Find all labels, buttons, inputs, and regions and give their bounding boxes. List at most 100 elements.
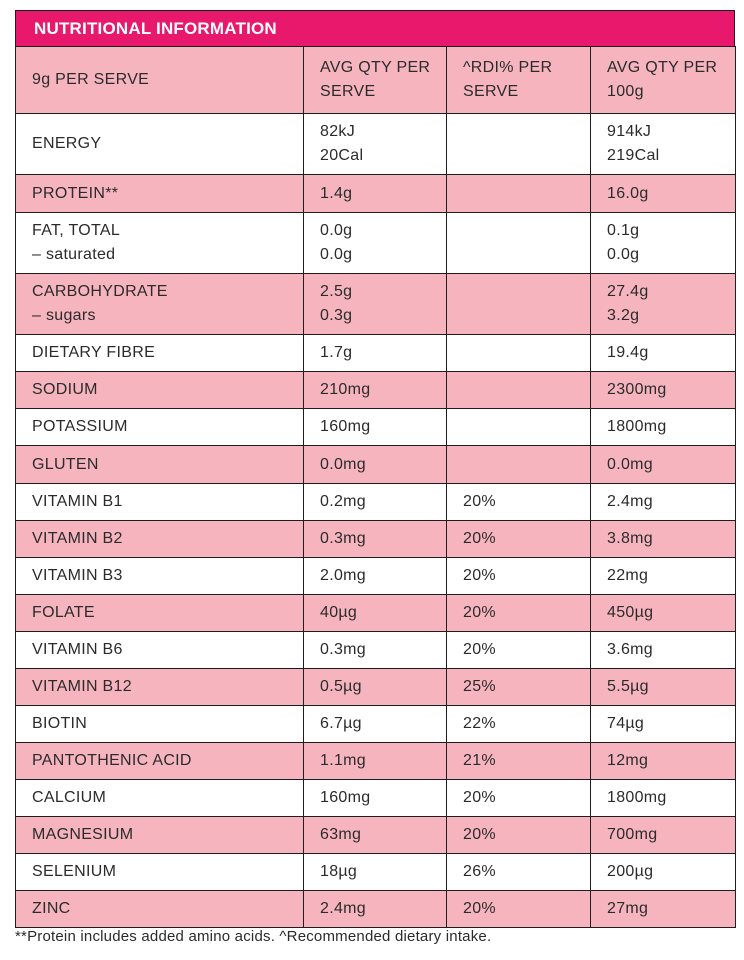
per-serve-line1: 1.1mg <box>320 752 366 769</box>
nutrient-name-line1: ZINC <box>32 900 71 917</box>
per-serve-line2: 20Cal <box>320 147 364 164</box>
nutrient-name-cell: POTASSIUM <box>15 408 304 446</box>
rdi-cell <box>446 113 591 175</box>
rdi-line1: 25% <box>463 678 496 695</box>
nutrient-name-cell: VITAMIN B1 <box>15 483 304 521</box>
per-100g-cell: 3.6mg <box>590 631 736 669</box>
header-avg-serve: AVG QTY PER SERVE <box>303 46 447 114</box>
nutrient-name-line1: FAT, TOTAL <box>32 222 121 239</box>
table-row: PROTEIN** 1.4g 16.0g <box>15 174 736 213</box>
rdi-cell: 20% <box>446 890 591 928</box>
rdi-line1: 20% <box>463 530 496 547</box>
per-serve-cell: 160mg <box>303 779 447 817</box>
table-row: VITAMIN B12 0.5µg 25% 5.5µg <box>15 668 736 706</box>
nutrient-name-line1: VITAMIN B2 <box>32 530 123 547</box>
header-rdi: ^RDI% PER SERVE <box>446 46 591 114</box>
per-100g-cell: 5.5µg <box>590 668 736 706</box>
rdi-cell <box>446 273 591 335</box>
per-100g-line1: 16.0g <box>607 184 649 202</box>
nutrient-name-line1: SELENIUM <box>32 863 117 880</box>
rdi-cell: 20% <box>446 779 591 817</box>
per-serve-line1: 82kJ <box>320 123 355 140</box>
per-serve-cell: 40µg <box>303 594 447 632</box>
rdi-cell: 22% <box>446 705 591 743</box>
rdi-line1: 20% <box>463 641 496 658</box>
nutrient-name-cell: ZINC <box>15 890 304 928</box>
per-100g-line2: 0.0g <box>607 246 640 263</box>
per-100g-cell: 2300mg <box>590 371 736 409</box>
per-100g-line1: 3.8mg <box>607 530 653 547</box>
nutrient-name-cell: CALCIUM <box>15 779 304 817</box>
rdi-cell: 20% <box>446 557 591 595</box>
table-row: FOLATE 40µg 20% 450µg <box>15 594 736 632</box>
per-serve-line1: 6.7µg <box>320 715 362 732</box>
table-row: CARBOHYDRATE – sugars 2.5g 0.3g 27.4g 3.2g <box>15 273 736 335</box>
rdi-cell: 25% <box>446 668 591 706</box>
table-row: VITAMIN B6 0.3mg 20% 3.6mg <box>15 631 736 669</box>
per-serve-line1: 0.2mg <box>320 493 366 510</box>
nutrient-name-line1: ENERGY <box>32 135 102 152</box>
per-100g-cell: 914kJ 219Cal <box>590 113 736 175</box>
nutrient-name-line1: FOLATE <box>32 604 95 621</box>
table-row: CALCIUM 160mg 20% 1800mg <box>15 779 736 817</box>
per-serve-line1: 0.0mg <box>320 455 366 473</box>
per-100g-cell: 0.0mg <box>590 445 736 484</box>
nutrient-name-cell: GLUTEN <box>15 445 304 484</box>
per-serve-cell: 2.0mg <box>303 557 447 595</box>
per-serve-cell: 1.1mg <box>303 742 447 780</box>
nutrient-name-line1: CALCIUM <box>32 789 107 806</box>
per-100g-line1: 0.1g <box>607 222 640 239</box>
per-serve-line1: 63mg <box>320 826 362 843</box>
per-serve-line1: 40µg <box>320 604 358 621</box>
per-serve-cell: 2.4mg <box>303 890 447 928</box>
rdi-cell: 20% <box>446 816 591 854</box>
nutrient-name-cell: PROTEIN** <box>15 174 304 213</box>
nutrient-name-cell: PANTOTHENIC ACID <box>15 742 304 780</box>
rdi-cell: 21% <box>446 742 591 780</box>
rdi-line1: 20% <box>463 567 496 584</box>
nutrient-name-cell: VITAMIN B2 <box>15 520 304 558</box>
per-100g-cell: 12mg <box>590 742 736 780</box>
per-100g-line1: 2.4mg <box>607 493 653 510</box>
per-serve-cell: 160mg <box>303 408 447 446</box>
per-serve-line1: 0.0g <box>320 222 353 239</box>
per-serve-line1: 210mg <box>320 381 371 398</box>
nutrient-name-cell: CARBOHYDRATE – sugars <box>15 273 304 335</box>
nutrient-name-line1: GLUTEN <box>32 455 99 473</box>
nutrient-name-cell: DIETARY FIBRE <box>15 334 304 372</box>
nutrient-name-cell: VITAMIN B12 <box>15 668 304 706</box>
table-row: SELENIUM 18µg 26% 200µg <box>15 853 736 891</box>
nutrient-name-line1: BIOTIN <box>32 715 88 732</box>
nutrient-name-cell: ENERGY <box>15 113 304 175</box>
per-serve-cell: 0.0g 0.0g <box>303 212 447 274</box>
nutrient-name-line1: SODIUM <box>32 381 98 398</box>
per-serve-line1: 1.7g <box>320 344 353 361</box>
table-row: VITAMIN B2 0.3mg 20% 3.8mg <box>15 520 736 558</box>
nutrient-name-cell: FOLATE <box>15 594 304 632</box>
nutrient-name-line1: VITAMIN B3 <box>32 567 123 584</box>
per-100g-line1: 1800mg <box>607 418 667 435</box>
per-serve-line2: 0.0g <box>320 246 353 263</box>
nutrient-name-cell: FAT, TOTAL – saturated <box>15 212 304 274</box>
per-serve-cell: 0.3mg <box>303 631 447 669</box>
table-row: ENERGY 82kJ 20Cal 914kJ 219Cal <box>15 113 736 175</box>
per-100g-line1: 22mg <box>607 567 649 584</box>
per-100g-cell: 700mg <box>590 816 736 854</box>
nutrient-name-line1: MAGNESIUM <box>32 826 134 843</box>
rdi-cell: 20% <box>446 594 591 632</box>
per-serve-line1: 18µg <box>320 863 358 880</box>
per-serve-line1: 2.5g <box>320 283 353 300</box>
table-row: DIETARY FIBRE 1.7g 19.4g <box>15 334 736 372</box>
per-serve-cell: 0.2mg <box>303 483 447 521</box>
per-100g-cell: 0.1g 0.0g <box>590 212 736 274</box>
per-100g-cell: 22mg <box>590 557 736 595</box>
per-serve-cell: 0.0mg <box>303 445 447 484</box>
nutrient-name-line1: CARBOHYDRATE <box>32 283 168 300</box>
nutrient-name-cell: MAGNESIUM <box>15 816 304 854</box>
per-100g-cell: 2.4mg <box>590 483 736 521</box>
per-100g-cell: 1800mg <box>590 779 736 817</box>
rdi-line1: 20% <box>463 493 496 510</box>
rdi-cell: 20% <box>446 483 591 521</box>
per-100g-cell: 1800mg <box>590 408 736 446</box>
per-serve-line1: 0.3mg <box>320 641 366 658</box>
